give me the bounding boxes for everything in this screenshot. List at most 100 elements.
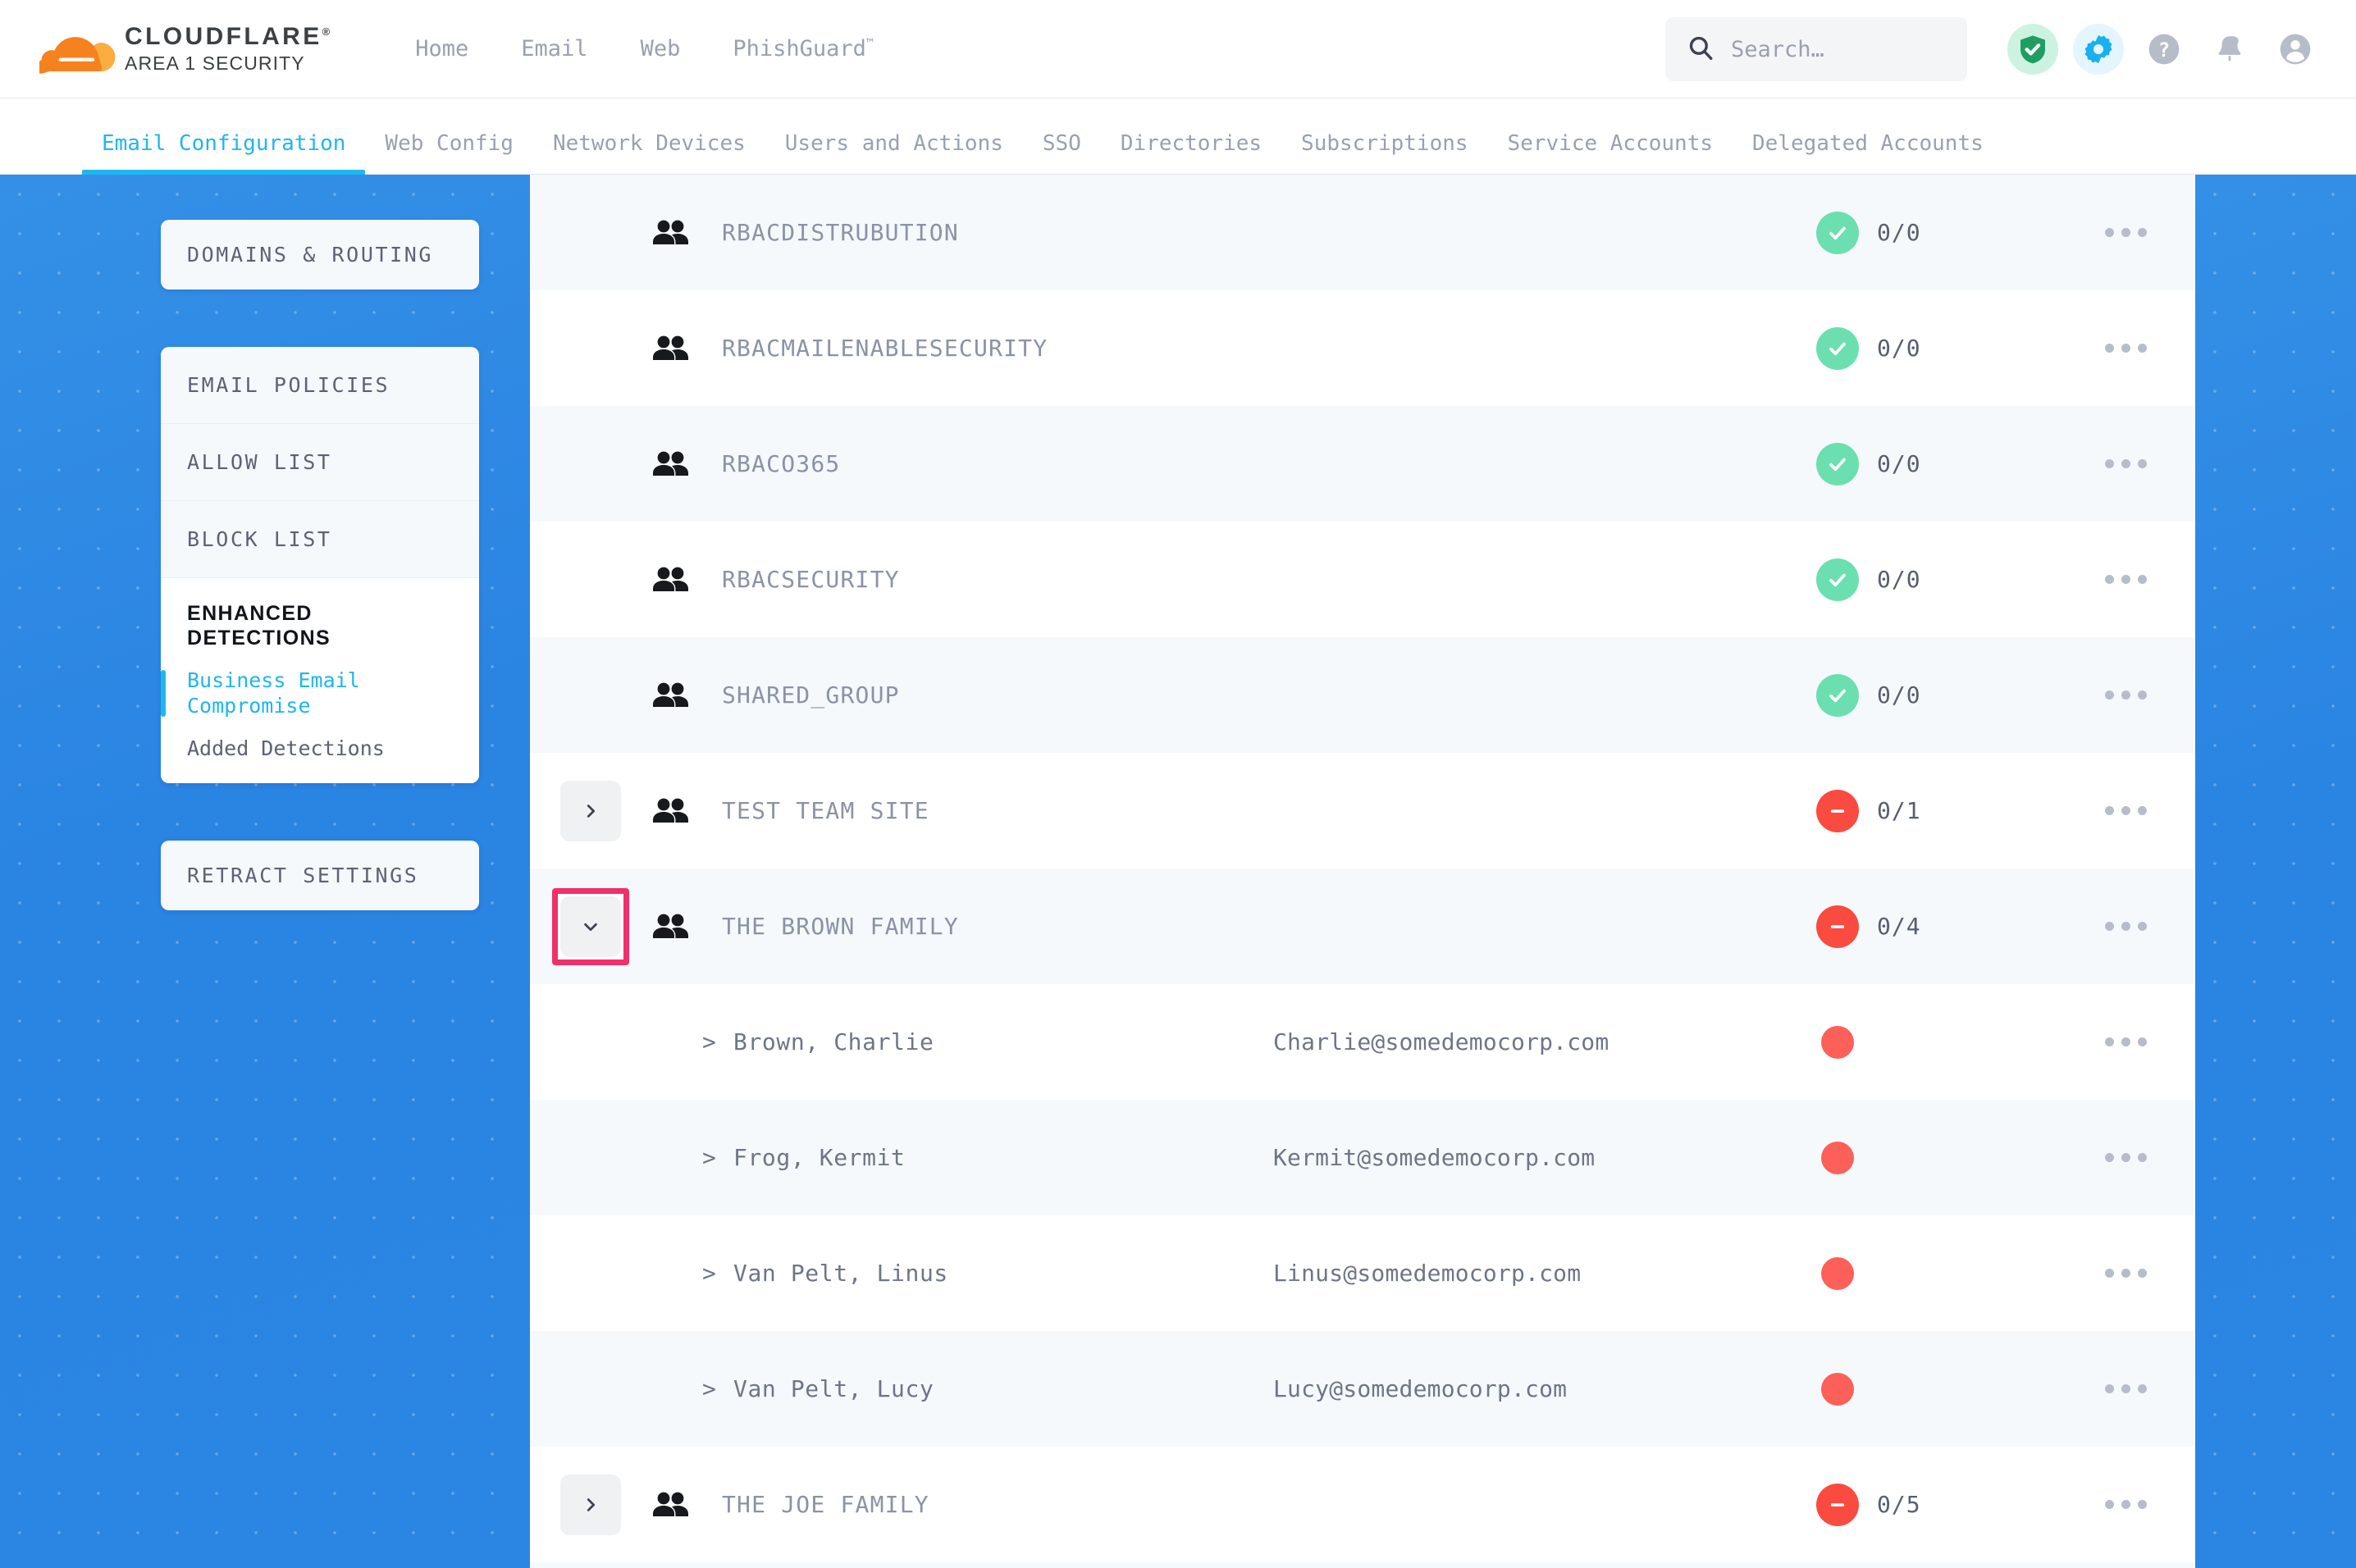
nav-item-phishguard[interactable]: PhishGuard™ bbox=[706, 36, 900, 62]
group-name: RBACO365 bbox=[722, 450, 841, 477]
sidebar-item-retract-settings[interactable]: RETRACT SETTINGS bbox=[187, 863, 419, 887]
group-name-cell: SHARED_GROUP bbox=[651, 681, 1810, 709]
brand-trademark: ® bbox=[322, 25, 331, 38]
chevron-right-icon[interactable]: > bbox=[702, 1144, 716, 1171]
kebab-menu-icon[interactable] bbox=[2104, 806, 2147, 815]
tab-label: Network Devices bbox=[552, 131, 746, 156]
people-group-icon bbox=[651, 797, 689, 825]
table-row[interactable]: > Frog, Kermit Kermit@somedemocorp.com bbox=[530, 1100, 2195, 1215]
nav-label: Home bbox=[415, 36, 469, 62]
people-group-icon bbox=[651, 219, 689, 247]
table-row[interactable]: THE BROWN FAMILY 0/4 bbox=[530, 868, 2195, 984]
kebab-menu-icon[interactable] bbox=[2104, 1037, 2147, 1046]
top-header: CLOUDFLARE® AREA 1 SECURITY Home Email W… bbox=[0, 0, 2356, 98]
status-cell bbox=[1810, 1025, 2056, 1059]
nav-item-web[interactable]: Web bbox=[614, 36, 707, 62]
svg-text:?: ? bbox=[2158, 39, 2170, 62]
sidebar-item-allow-list[interactable]: ALLOW LIST bbox=[161, 423, 479, 500]
chevron-right-icon[interactable]: > bbox=[702, 1260, 716, 1287]
tab-directories[interactable]: Directories bbox=[1101, 131, 1281, 174]
tab-email-configuration[interactable]: Email Configuration bbox=[82, 131, 366, 175]
collapse-group-button[interactable] bbox=[560, 896, 621, 957]
status-dot-icon bbox=[1821, 1256, 1854, 1290]
kebab-menu-icon[interactable] bbox=[2104, 1384, 2147, 1393]
tab-label: Service Accounts bbox=[1507, 131, 1713, 156]
tab-delegated-accounts[interactable]: Delegated Accounts bbox=[1733, 131, 2003, 174]
trademark-symbol: ™ bbox=[865, 36, 874, 51]
group-name: TEST TEAM SITE bbox=[722, 797, 929, 824]
group-name: RBACSECURITY bbox=[722, 566, 900, 593]
tab-network-devices[interactable]: Network Devices bbox=[533, 131, 765, 174]
expand-group-button[interactable] bbox=[560, 1474, 621, 1535]
tab-web-config[interactable]: Web Config bbox=[365, 131, 533, 174]
tab-service-accounts[interactable]: Service Accounts bbox=[1488, 131, 1733, 174]
brand-logo[interactable]: CLOUDFLARE® AREA 1 SECURITY bbox=[36, 24, 331, 75]
bell-icon[interactable] bbox=[2204, 24, 2255, 75]
toggle-cell bbox=[530, 1466, 651, 1543]
kebab-menu-icon[interactable] bbox=[2104, 1153, 2147, 1162]
kebab-menu-icon[interactable] bbox=[2104, 1500, 2147, 1509]
member-name: Brown, Charlie bbox=[733, 1028, 934, 1055]
member-name: Frog, Kermit bbox=[733, 1144, 906, 1171]
status-check-icon bbox=[1816, 326, 1859, 370]
table-row[interactable] bbox=[530, 1562, 2195, 1568]
sidebar-item-block-list[interactable]: BLOCK LIST bbox=[161, 500, 479, 577]
table-row[interactable]: RBACMAILENABLESECURITY 0/0 bbox=[530, 290, 2195, 406]
kebab-menu-icon[interactable] bbox=[2104, 922, 2147, 931]
sidebar-item-added-detections[interactable]: Added Detections bbox=[187, 736, 385, 760]
table-row[interactable]: THE JOE FAMILY 0/5 bbox=[530, 1447, 2195, 1562]
menu-cell bbox=[2056, 1384, 2195, 1393]
kebab-menu-icon[interactable] bbox=[2104, 228, 2147, 237]
table-row[interactable]: TEST TEAM SITE 0/1 bbox=[530, 753, 2195, 868]
kebab-menu-icon[interactable] bbox=[2104, 575, 2147, 584]
status-dot-icon bbox=[1821, 1372, 1854, 1406]
chevron-right-icon bbox=[587, 1497, 596, 1511]
group-name-cell: RBACSECURITY bbox=[651, 566, 1810, 594]
nav-item-home[interactable]: Home bbox=[389, 36, 495, 62]
kebab-menu-icon[interactable] bbox=[2104, 1269, 2147, 1278]
status-cell: 0/1 bbox=[1810, 789, 2056, 832]
expand-group-button[interactable] bbox=[560, 780, 621, 841]
nav-label: Email bbox=[521, 36, 588, 62]
table-row[interactable]: RBACSECURITY 0/0 bbox=[530, 522, 2195, 637]
chevron-right-icon[interactable]: > bbox=[702, 1028, 716, 1055]
main-navigation: Home Email Web PhishGuard™ bbox=[389, 36, 900, 62]
member-name-cell: > Brown, Charlie Charlie@somedemocorp.co… bbox=[651, 1028, 1810, 1055]
shield-check-icon[interactable] bbox=[2007, 24, 2058, 75]
status-check-icon bbox=[1816, 558, 1859, 601]
search-input[interactable]: Search… bbox=[1665, 17, 1967, 81]
menu-cell bbox=[2056, 922, 2195, 931]
tab-sso[interactable]: SSO bbox=[1023, 131, 1101, 174]
table-row[interactable]: RBACDISTRUBUTION 0/0 bbox=[530, 175, 2195, 290]
table-row[interactable]: > Brown, Charlie Charlie@somedemocorp.co… bbox=[530, 984, 2195, 1100]
tab-users-and-actions[interactable]: Users and Actions bbox=[765, 131, 1023, 174]
table-row[interactable]: > Van Pelt, Linus Linus@somedemocorp.com bbox=[530, 1215, 2195, 1331]
expand-toggle-wrapper bbox=[552, 773, 629, 850]
member-email: Charlie@somedemocorp.com bbox=[1273, 1028, 1609, 1055]
kebab-menu-icon[interactable] bbox=[2104, 344, 2147, 353]
group-name-cell: THE JOE FAMILY bbox=[651, 1491, 1810, 1519]
member-name-cell: > Frog, Kermit Kermit@somedemocorp.com bbox=[651, 1144, 1810, 1171]
menu-cell bbox=[2056, 344, 2195, 353]
gear-icon[interactable] bbox=[2073, 24, 2124, 75]
status-count: 0/0 bbox=[1877, 450, 1921, 477]
sidebar-item-domains-routing[interactable]: DOMAINS & ROUTING bbox=[187, 243, 434, 267]
table-row[interactable]: > Van Pelt, Lucy Lucy@somedemocorp.com bbox=[530, 1331, 2195, 1447]
user-account-icon[interactable] bbox=[2270, 24, 2321, 75]
people-group-icon bbox=[651, 566, 689, 594]
table-row[interactable]: RBACO365 0/0 bbox=[530, 406, 2195, 522]
member-email: Kermit@somedemocorp.com bbox=[1273, 1144, 1596, 1171]
kebab-menu-icon[interactable] bbox=[2104, 691, 2147, 700]
kebab-menu-icon[interactable] bbox=[2104, 459, 2147, 468]
sidebar-section-title: ENHANCED DETECTIONS bbox=[187, 602, 331, 650]
nav-item-email[interactable]: Email bbox=[495, 36, 614, 62]
toggle-cell bbox=[530, 773, 651, 850]
table-row[interactable]: SHARED_GROUP 0/0 bbox=[530, 637, 2195, 753]
status-dot-icon bbox=[1821, 1141, 1854, 1174]
sidebar-item-business-email-compromise[interactable]: Business Email Compromise bbox=[161, 668, 453, 718]
chevron-right-icon[interactable]: > bbox=[702, 1375, 716, 1402]
member-name-cell: > Van Pelt, Lucy Lucy@somedemocorp.com bbox=[651, 1375, 1810, 1402]
tab-subscriptions[interactable]: Subscriptions bbox=[1281, 131, 1488, 174]
help-circle-icon[interactable]: ? bbox=[2139, 24, 2189, 75]
sidebar-item-email-policies[interactable]: EMAIL POLICIES bbox=[187, 373, 390, 397]
